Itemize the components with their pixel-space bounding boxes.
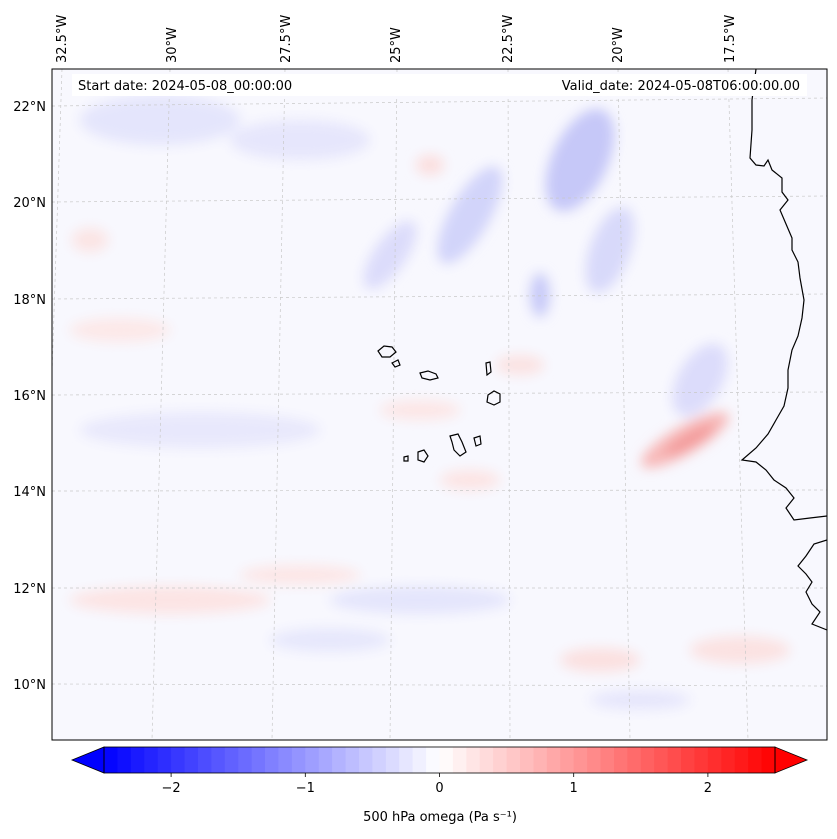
lon-label: 25°W [389,27,404,63]
colorbar-segment [211,747,226,773]
colorbar-segment [171,747,186,773]
lon-label: 20°W [611,27,626,63]
colorbar-segment [412,747,427,773]
island-boa-vista [486,390,501,406]
island-sao-nicolau [419,370,439,381]
colorbar-segment [426,747,441,773]
colorbar-segments [104,747,776,773]
colorbar-segment [479,747,494,773]
colorbar: −2 −1 0 1 2 500 hPa omega (Pa s⁻¹) [70,746,809,825]
colorbar-segment [694,747,709,773]
colorbar-segment [748,747,763,773]
island-santo-antao [377,345,397,358]
colorbar-segment [197,747,212,773]
colorbar-segment [332,747,347,773]
lat-label: 10°N [13,678,46,693]
coastline [377,69,827,631]
coast-south [797,539,827,631]
colorbar-segment [439,747,454,773]
lon-label: 17.5°W [723,15,738,63]
colorbar-segment [734,747,749,773]
colorbar-segment [130,747,145,773]
colorbar-segment [224,747,239,773]
colorbar-segment [493,747,508,773]
colorbar-segment [681,747,696,773]
colorbar-tick-label: −2 [162,781,181,796]
colorbar-segment [251,747,266,773]
island-sao-vicente [391,359,401,368]
colorbar-segment [399,747,414,773]
colorbar-segment [761,747,776,773]
lon-label: 22.5°W [501,15,516,63]
colorbar-segment [707,747,722,773]
colorbar-label: 500 hPa omega (Pa s⁻¹) [363,810,517,825]
colorbar-ticks: −2 −1 0 1 2 [162,773,712,796]
header-strip [72,74,807,96]
island-santiago [449,433,467,457]
colorbar-extend-max [774,746,809,774]
colorbar-segment [117,747,132,773]
colorbar-segment [238,747,253,773]
colorbar-segment [640,747,655,773]
gridlines [52,69,827,740]
lat-label: 22°N [13,100,46,115]
colorbar-segment [372,747,387,773]
valid-date-label: Valid_date: 2024-05-08T06:00:00.00 [562,79,800,94]
colorbar-segment [533,747,548,773]
colorbar-segment [104,747,119,773]
colorbar-segment [385,747,400,773]
lat-label: 12°N [13,582,46,597]
colorbar-segment [613,747,628,773]
omega-field [70,95,790,710]
colorbar-segment [654,747,669,773]
colorbar-segment [573,747,588,773]
colorbar-segment [721,747,736,773]
colorbar-tick-label: 0 [435,781,443,796]
colorbar-segment [278,747,293,773]
colorbar-segment [291,747,306,773]
longitude-labels: 32.5°W 30°W 27.5°W 25°W 22.5°W 20°W 17.5… [55,15,738,63]
colorbar-segment [587,747,602,773]
colorbar-segment [546,747,561,773]
island-brava [403,455,409,462]
lon-label: 27.5°W [279,15,294,63]
colorbar-segment [345,747,360,773]
colorbar-segment [144,747,159,773]
lat-label: 20°N [13,196,46,211]
latitude-labels: 22°N 20°N 18°N 16°N 14°N 12°N 10°N [13,100,46,693]
lon-label: 30°W [165,27,180,63]
colorbar-segment [358,747,373,773]
colorbar-segment [560,747,575,773]
colorbar-segment [667,747,682,773]
map-panel: Start date: 2024-05-08_00:00:00 Valid_da… [51,68,828,741]
africa-coastline [740,69,827,521]
start-date-label: Start date: 2024-05-08_00:00:00 [78,79,292,94]
colorbar-tick-label: −1 [296,781,315,796]
colorbar-extend-min [70,746,105,774]
colorbar-segment [600,747,615,773]
colorbar-segment [318,747,333,773]
colorbar-segment [184,747,199,773]
colorbar-segment [466,747,481,773]
island-sal [485,361,492,377]
colorbar-segment [452,747,467,773]
island-fogo [417,449,429,463]
colorbar-tick-label: 2 [704,781,712,796]
colorbar-tick-label: 1 [570,781,578,796]
colorbar-segment [305,747,320,773]
colorbar-segment [506,747,521,773]
lat-label: 18°N [13,293,46,308]
map-frame [51,68,828,741]
lat-label: 16°N [13,389,46,404]
island-maio [473,435,482,447]
colorbar-segment [627,747,642,773]
colorbar-segment [265,747,280,773]
lon-label: 32.5°W [55,15,70,63]
colorbar-segment [520,747,535,773]
lat-label: 14°N [13,485,46,500]
colorbar-segment [157,747,172,773]
